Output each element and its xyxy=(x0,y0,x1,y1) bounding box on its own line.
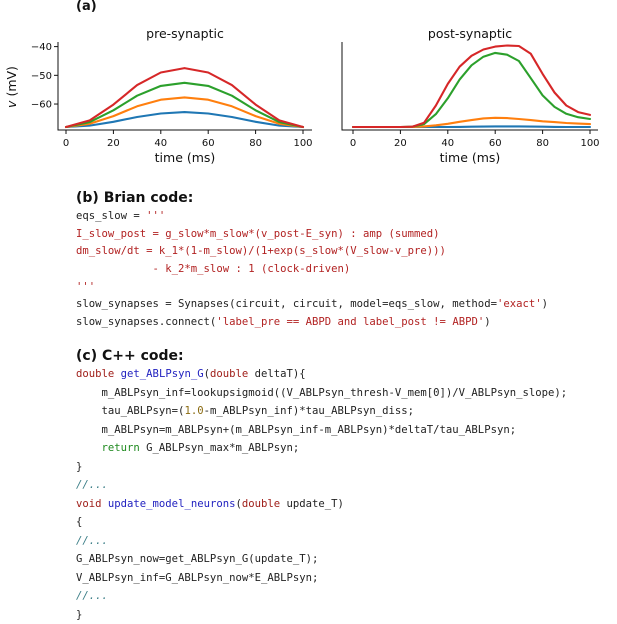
y-axis-label: v (mV) xyxy=(4,66,19,108)
brian-code-line: slow_synapses = Synapses(circuit, circui… xyxy=(76,296,548,314)
code-token: } xyxy=(76,461,82,473)
code-token: I_slow_post = g_slow*m_slow*(v_post-E_sy… xyxy=(76,228,440,240)
code-token: //... xyxy=(76,590,108,602)
y-tick-label: −40 xyxy=(31,42,52,53)
x-tick-label: 80 xyxy=(536,138,549,149)
code-token: ''' xyxy=(146,210,165,222)
x-tick-label: 0 xyxy=(63,138,69,149)
code-token: deltaT){ xyxy=(248,368,305,380)
code-token: G_ABLPsyn_max*m_ABLPsyn; xyxy=(140,442,299,454)
cpp-code-line: m_ABLPsyn=m_ABLPsyn+(m_ABLPsyn_inf-m_ABL… xyxy=(76,421,567,440)
code-token: eqs_slow = xyxy=(76,210,146,222)
code-token: double xyxy=(76,368,114,380)
figure-panel-a: (a) pre-synaptic 0 20 40 60 80 100 −60 −50 −40 tim… xyxy=(0,0,617,185)
brian-code-title: (b) Brian code: xyxy=(76,190,193,206)
cpp-code-line: void update_model_neurons(double update_… xyxy=(76,495,567,514)
x-tick-label: 80 xyxy=(249,138,262,149)
x-axis-label: time (ms) xyxy=(440,150,501,165)
chart-title: post-synaptic xyxy=(428,26,512,41)
x-tick-label: 0 xyxy=(350,138,356,149)
x-tick-label: 20 xyxy=(394,138,407,149)
x-tick-label: 40 xyxy=(441,138,454,149)
code-token: m_ABLPsyn=m_ABLPsyn+(m_ABLPsyn_inf-m_ABL… xyxy=(76,424,516,436)
code-token: G_ABLPsyn_now=get_ABLPsyn_G(update_T); xyxy=(76,553,318,565)
code-token: update_T) xyxy=(280,498,344,510)
cpp-code-line: m_ABLPsyn_inf=lookupsigmoid((V_ABLPsyn_t… xyxy=(76,384,567,403)
code-token: 'label_pre == ABPD and label_post != ABP… xyxy=(216,316,484,328)
series-line-4 xyxy=(353,46,590,128)
code-token: V_ABLPsyn_inf=G_ABLPsyn_now*E_ABLPsyn; xyxy=(76,572,318,584)
y-tick-label: −50 xyxy=(31,71,52,82)
code-token: 1.0 xyxy=(184,405,203,417)
x-tick-label: 20 xyxy=(107,138,120,149)
x-tick-label: 100 xyxy=(580,138,599,149)
code-token: slow_synapses = Synapses(circuit, circui… xyxy=(76,298,497,310)
cpp-code-line: V_ABLPsyn_inf=G_ABLPsyn_now*E_ABLPsyn; xyxy=(76,569,567,588)
y-tick-label: −60 xyxy=(31,100,52,111)
code-token: //... xyxy=(76,479,108,491)
panel-a-label: (a) xyxy=(76,0,97,14)
code-token xyxy=(76,442,102,454)
code-token: 'exact' xyxy=(497,298,542,310)
code-token: ) xyxy=(542,298,548,310)
code-token: void xyxy=(76,498,102,510)
brian-code-block: eqs_slow = ''' I_slow_post = g_slow*m_slo… xyxy=(76,208,548,332)
code-token: dm_slow/dt = k_1*(1-m_slow)/(1+exp(s_slo… xyxy=(76,245,446,257)
cpp-code-line: G_ABLPsyn_now=get_ABLPsyn_G(update_T); xyxy=(76,550,567,569)
brian-code-line: dm_slow/dt = k_1*(1-m_slow)/(1+exp(s_slo… xyxy=(76,243,548,261)
cpp-code-line: } xyxy=(76,458,567,477)
x-tick-label: 60 xyxy=(202,138,215,149)
x-axis-label: time (ms) xyxy=(155,150,216,165)
code-token: slow_synapses.connect( xyxy=(76,316,216,328)
cpp-code-line: { xyxy=(76,513,567,532)
code-token: get_ABLPsyn_G xyxy=(121,368,204,380)
cpp-code-line: //... xyxy=(76,476,567,495)
brian-code-line: ''' xyxy=(76,279,548,297)
x-tick-label: 100 xyxy=(293,138,312,149)
cpp-code-line: //... xyxy=(76,532,567,551)
cpp-code-block: double get_ABLPsyn_G(double deltaT){ m_A… xyxy=(76,365,567,624)
code-token: - k_2*m_slow : 1 (clock-driven) xyxy=(76,263,350,275)
cpp-code-line: tau_ABLPsyn=(1.0-m_ABLPsyn_inf)*tau_ABLP… xyxy=(76,402,567,421)
code-token: double xyxy=(242,498,280,510)
code-token: //... xyxy=(76,535,108,547)
cpp-code-line: double get_ABLPsyn_G(double deltaT){ xyxy=(76,365,567,384)
brian-code-line: slow_synapses.connect('label_pre == ABPD… xyxy=(76,314,548,332)
code-token: ) xyxy=(484,316,490,328)
series-line-2 xyxy=(353,118,590,127)
code-token: -m_ABLPsyn_inf)*tau_ABLPsyn_diss; xyxy=(204,405,414,417)
cpp-code-line: //... xyxy=(76,587,567,606)
cpp-code-line: return G_ABLPsyn_max*m_ABLPsyn; xyxy=(76,439,567,458)
code-token: { xyxy=(76,516,82,528)
code-token: update_model_neurons xyxy=(108,498,236,510)
x-tick-label: 60 xyxy=(489,138,502,149)
code-token: return xyxy=(102,442,140,454)
code-token: m_ABLPsyn_inf=lookupsigmoid((V_ABLPsyn_t… xyxy=(76,387,567,399)
code-token: tau_ABLPsyn=( xyxy=(76,405,184,417)
series-line-3 xyxy=(353,53,590,127)
cpp-code-title: (c) C++ code: xyxy=(76,348,184,364)
x-tick-label: 40 xyxy=(154,138,167,149)
brian-code-line: eqs_slow = ''' xyxy=(76,208,548,226)
brian-code-line: - k_2*m_slow : 1 (clock-driven) xyxy=(76,261,548,279)
code-token: ''' xyxy=(76,281,95,293)
code-token: double xyxy=(210,368,248,380)
chart-title: pre-synaptic xyxy=(146,26,224,41)
brian-code-line: I_slow_post = g_slow*m_slow*(v_post-E_sy… xyxy=(76,226,548,244)
